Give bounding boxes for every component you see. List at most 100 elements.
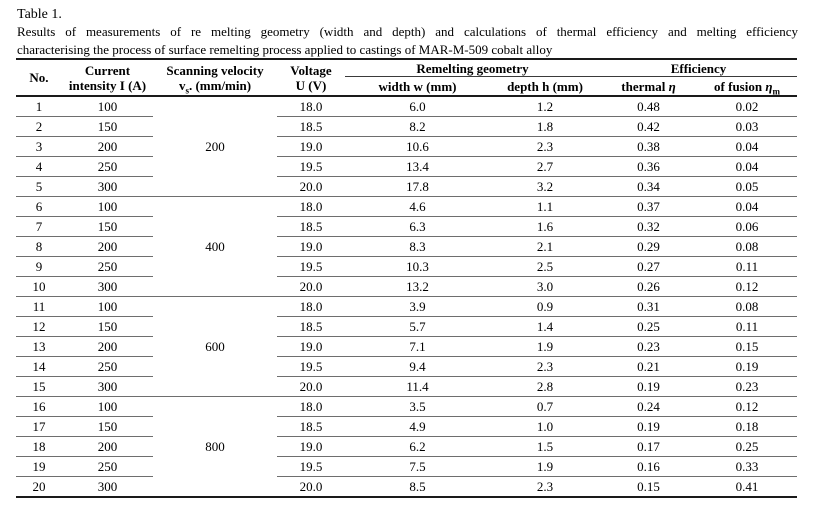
cell-fusion: 0.04 <box>697 136 798 157</box>
cell-fusion: 0.11 <box>697 316 798 337</box>
group-header-efficiency: Efficiency <box>600 59 798 77</box>
table-row: 13 200 19.0 7.1 1.9 0.23 0.15 <box>16 336 798 357</box>
cell-depth: 2.5 <box>490 256 601 277</box>
table-row: 2 150 18.5 8.2 1.8 0.42 0.03 <box>16 116 798 137</box>
header-line: Scanning velocity <box>166 62 264 78</box>
cell-fusion: 0.08 <box>697 296 798 317</box>
cell-fusion: 0.33 <box>697 456 798 477</box>
table-row: 7 150 18.5 6.3 1.6 0.32 0.06 <box>16 216 798 237</box>
cell-width: 6.2 <box>345 436 490 457</box>
cell-width: 4.9 <box>345 416 490 437</box>
table-row: 20 300 20.0 8.5 2.3 0.15 0.41 <box>16 476 798 498</box>
cell-depth: 2.3 <box>490 476 601 498</box>
cell-scanning-velocity: 400 <box>153 196 277 297</box>
cell-width: 4.6 <box>345 196 490 217</box>
cell-no: 11 <box>16 296 62 317</box>
table-row: 1 100 200 18.0 6.0 1.2 0.48 0.02 <box>16 96 798 197</box>
cell-thermal: 0.24 <box>600 396 698 417</box>
cell-no: 14 <box>16 356 62 377</box>
cell-depth: 0.9 <box>490 296 601 317</box>
cell-depth: 1.2 <box>490 96 601 117</box>
cell-current: 200 <box>62 336 153 357</box>
table-header: No. Current intensity I (A) Scanning vel… <box>16 59 798 97</box>
cell-voltage: 18.0 <box>277 96 345 117</box>
cell-thermal: 0.42 <box>600 116 698 137</box>
table-block: Table 1. Results of measurements of re m… <box>16 6 798 498</box>
cell-thermal: 0.25 <box>600 316 698 337</box>
velocity-symbol: v <box>178 77 186 93</box>
cell-thermal: 0.36 <box>600 156 698 177</box>
cell-thermal: 0.19 <box>600 416 698 437</box>
cell-depth: 1.8 <box>490 116 601 137</box>
velocity-unit: . (mm/min) <box>188 77 252 93</box>
table-row: 4 250 19.5 13.4 2.7 0.36 0.04 <box>16 156 798 177</box>
cell-depth: 1.0 <box>490 416 601 437</box>
cell-width: 6.0 <box>345 96 490 117</box>
cell-width: 6.3 <box>345 216 490 237</box>
cell-width: 13.2 <box>345 276 490 297</box>
cell-current: 150 <box>62 116 153 137</box>
cell-voltage: 19.5 <box>277 356 345 377</box>
cell-width: 8.3 <box>345 236 490 257</box>
header-line: vs. (mm/min) <box>155 77 275 95</box>
eta-m-subscript: m <box>772 86 780 96</box>
cell-fusion: 0.05 <box>697 176 798 197</box>
cell-no: 17 <box>16 416 62 437</box>
header-row-groups: No. Current intensity I (A) Scanning vel… <box>16 59 798 97</box>
group-header-remelting-geometry: Remelting geometry <box>345 59 601 77</box>
cell-width: 3.5 <box>345 396 490 417</box>
cell-current: 300 <box>62 176 153 197</box>
cell-current: 300 <box>62 276 153 297</box>
col-header-voltage: Voltage U (V) <box>277 59 345 97</box>
cell-width: 5.7 <box>345 316 490 337</box>
cell-thermal: 0.31 <box>600 296 698 317</box>
table-row: 12 150 18.5 5.7 1.4 0.25 0.11 <box>16 316 798 337</box>
cell-voltage: 20.0 <box>277 376 345 397</box>
cell-depth: 3.0 <box>490 276 601 297</box>
cell-thermal: 0.37 <box>600 196 698 217</box>
cell-fusion: 0.06 <box>697 216 798 237</box>
cell-voltage: 19.5 <box>277 156 345 177</box>
cell-fusion: 0.12 <box>697 276 798 297</box>
table-row: 16 100 800 18.0 3.5 0.7 0.24 0.12 <box>16 396 798 498</box>
cell-no: 9 <box>16 256 62 277</box>
cell-current: 300 <box>62 376 153 397</box>
cell-voltage: 20.0 <box>277 276 345 297</box>
cell-thermal: 0.15 <box>600 476 698 498</box>
cell-scanning-velocity: 600 <box>153 296 277 397</box>
header-line: intensity I (A) <box>68 77 147 93</box>
cell-current: 250 <box>62 256 153 277</box>
cell-current: 100 <box>62 396 153 417</box>
cell-fusion: 0.12 <box>697 396 798 417</box>
cell-no: 13 <box>16 336 62 357</box>
table-row: 10 300 20.0 13.2 3.0 0.26 0.12 <box>16 276 798 297</box>
table-row: 6 100 400 18.0 4.6 1.1 0.37 0.04 <box>16 196 798 297</box>
cell-depth: 3.2 <box>490 176 601 197</box>
cell-no: 1 <box>16 96 62 117</box>
cell-depth: 1.4 <box>490 316 601 337</box>
table-row: 9 250 19.5 10.3 2.5 0.27 0.11 <box>16 256 798 277</box>
cell-current: 100 <box>62 96 153 117</box>
cell-fusion: 0.04 <box>697 156 798 177</box>
cell-voltage: 18.0 <box>277 396 345 417</box>
cell-voltage: 18.0 <box>277 296 345 317</box>
cell-no: 18 <box>16 436 62 457</box>
cell-depth: 1.1 <box>490 196 601 217</box>
cell-no: 15 <box>16 376 62 397</box>
cell-voltage: 18.5 <box>277 416 345 437</box>
table-body: 1 100 200 18.0 6.0 1.2 0.48 0.02 2 150 18.5 8.2 1.8 0… <box>16 96 798 498</box>
cell-no: 3 <box>16 136 62 157</box>
cell-scanning-velocity: 200 <box>153 96 277 197</box>
cell-width: 17.8 <box>345 176 490 197</box>
results-table: No. Current intensity I (A) Scanning vel… <box>16 58 798 498</box>
cell-width: 3.9 <box>345 296 490 317</box>
cell-no: 20 <box>16 476 62 498</box>
cell-depth: 1.9 <box>490 336 601 357</box>
table-row: 5 300 20.0 17.8 3.2 0.34 0.05 <box>16 176 798 197</box>
cell-voltage: 18.5 <box>277 116 345 137</box>
cell-depth: 2.8 <box>490 376 601 397</box>
cell-no: 10 <box>16 276 62 297</box>
col-header-current-intensity: Current intensity I (A) <box>62 59 153 97</box>
cell-fusion: 0.23 <box>697 376 798 397</box>
cell-fusion: 0.08 <box>697 236 798 257</box>
